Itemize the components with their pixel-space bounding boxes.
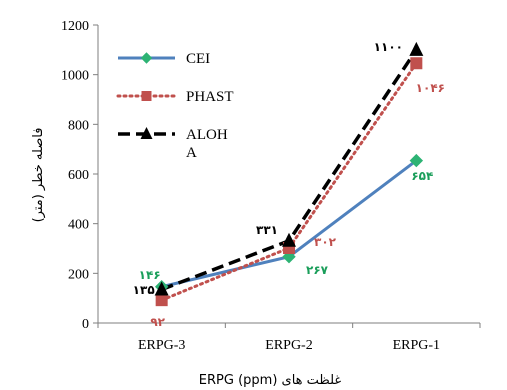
data-point-phast bbox=[155, 294, 168, 307]
legend-label-cei: CEI bbox=[186, 51, 210, 67]
legend-label-aloha: ALOH bbox=[186, 127, 228, 143]
data-point-cei bbox=[409, 153, 424, 168]
y-tick-label: 200 bbox=[68, 267, 89, 282]
data-label: ۹۲ bbox=[150, 315, 165, 329]
data-label: ۲۶۷ bbox=[306, 263, 329, 277]
data-label: ۶۵۴ bbox=[411, 169, 433, 183]
legend-marker-cei bbox=[140, 52, 153, 64]
legend-label-aloha: A bbox=[186, 145, 197, 161]
y-axis-label: فاصله خطر (متر) bbox=[31, 128, 46, 223]
y-tick-label: 1000 bbox=[61, 69, 89, 84]
series-line-cei bbox=[161, 159, 418, 289]
x-tick-label: ERPG-1 bbox=[393, 338, 440, 353]
y-tick-label: 800 bbox=[68, 118, 89, 133]
data-label: ۳۰۲ bbox=[314, 235, 337, 249]
x-tick-labels: ERPG-3 ERPG-2 ERPG-1 bbox=[138, 338, 440, 353]
data-point-aloha bbox=[154, 281, 169, 296]
data-label: ۱۳۵ bbox=[133, 283, 155, 297]
data-point-phast bbox=[410, 57, 423, 70]
data-label: ۱۰۴۶ bbox=[416, 81, 445, 95]
legend-marker-aloha bbox=[140, 127, 153, 139]
x-axis-label: غلظت های ERPG (ppm) bbox=[199, 373, 342, 388]
series-points bbox=[154, 41, 424, 307]
y-tick-label: 0 bbox=[82, 317, 89, 332]
x-tick-label: ERPG-3 bbox=[138, 338, 185, 353]
data-label: ۱۱۰۰ bbox=[374, 40, 403, 54]
y-tick-label: 1200 bbox=[61, 19, 89, 34]
legend-marker-phast bbox=[141, 91, 152, 101]
data-label: ۳۳۱ bbox=[256, 223, 278, 237]
data-point-aloha bbox=[409, 41, 424, 56]
legend-label-phast: PHAST bbox=[186, 89, 234, 105]
legend: CEI PHAST ALOH A bbox=[116, 51, 234, 161]
axes bbox=[93, 24, 481, 328]
y-tick-label: 400 bbox=[68, 218, 89, 233]
y-tick-label: 600 bbox=[68, 168, 89, 183]
data-label: ۱۴۶ bbox=[139, 268, 161, 282]
x-tick-label: ERPG-2 bbox=[265, 338, 312, 353]
y-tick-labels: 0 200 400 600 800 1000 1200 bbox=[61, 19, 89, 332]
data-point-aloha bbox=[282, 232, 296, 247]
data-labels: ۱۴۶ ۲۶۷ ۶۵۴ ۹۲ ۳۰۲ ۱۰۴۶ ۱۳۵ ۳۳۱ ۱۱۰۰ bbox=[133, 40, 445, 329]
